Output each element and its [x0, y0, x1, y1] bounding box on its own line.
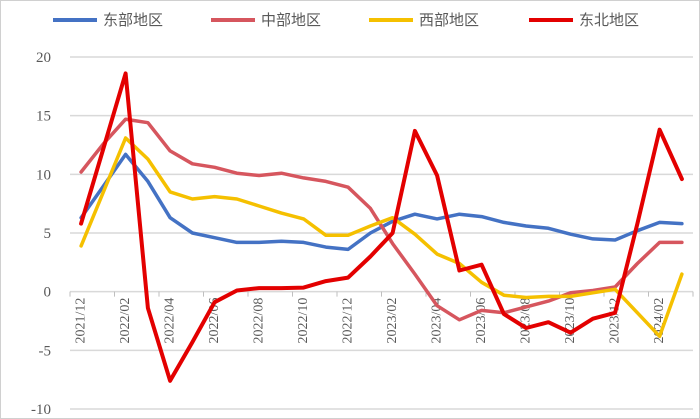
x-tick-label: 2022/08	[252, 298, 267, 344]
series-line-east	[79, 152, 684, 252]
y-tick-label: -5	[39, 343, 52, 359]
x-tick-label: 2022/10	[296, 298, 311, 344]
legend-label-central: 中部地区	[261, 11, 322, 29]
x-tick-label: 2022/02	[118, 298, 133, 344]
y-tick-label: 20	[36, 50, 51, 66]
x-tick-label: 2021/12	[74, 298, 89, 344]
legend-swatch-northeast	[529, 17, 573, 22]
legend-swatch-east	[53, 17, 97, 22]
legend-item-central: 中部地区	[211, 9, 321, 30]
series-line-central	[79, 117, 684, 322]
legend-item-west: 西部地区	[369, 9, 479, 30]
x-tick-label: 2023/02	[385, 298, 400, 344]
legend-swatch-west	[369, 17, 413, 22]
series-line-northeast	[79, 71, 684, 383]
legend-swatch-central	[211, 17, 255, 22]
legend-item-east: 东部地区	[53, 9, 163, 30]
y-tick-label: -10	[31, 402, 51, 418]
y-tick-label: 0	[44, 285, 52, 301]
x-tick-label: 2022/12	[341, 298, 356, 344]
x-tick-label: 2023/12	[608, 298, 623, 344]
legend-item-northeast: 东北地区	[529, 9, 639, 30]
y-tick-label: 10	[36, 167, 51, 183]
x-tick-label: 2023/10	[563, 298, 578, 344]
series-line-west	[79, 136, 684, 339]
x-tick-label: 2022/04	[163, 298, 178, 344]
y-tick-label: 5	[44, 226, 52, 242]
legend-label-east: 东部地区	[103, 11, 164, 29]
y-tick-label: 15	[36, 109, 51, 125]
legend-label-west: 西部地区	[419, 11, 480, 29]
legend-label-northeast: 东北地区	[579, 11, 640, 29]
x-tick-label: 2023/06	[474, 298, 489, 344]
